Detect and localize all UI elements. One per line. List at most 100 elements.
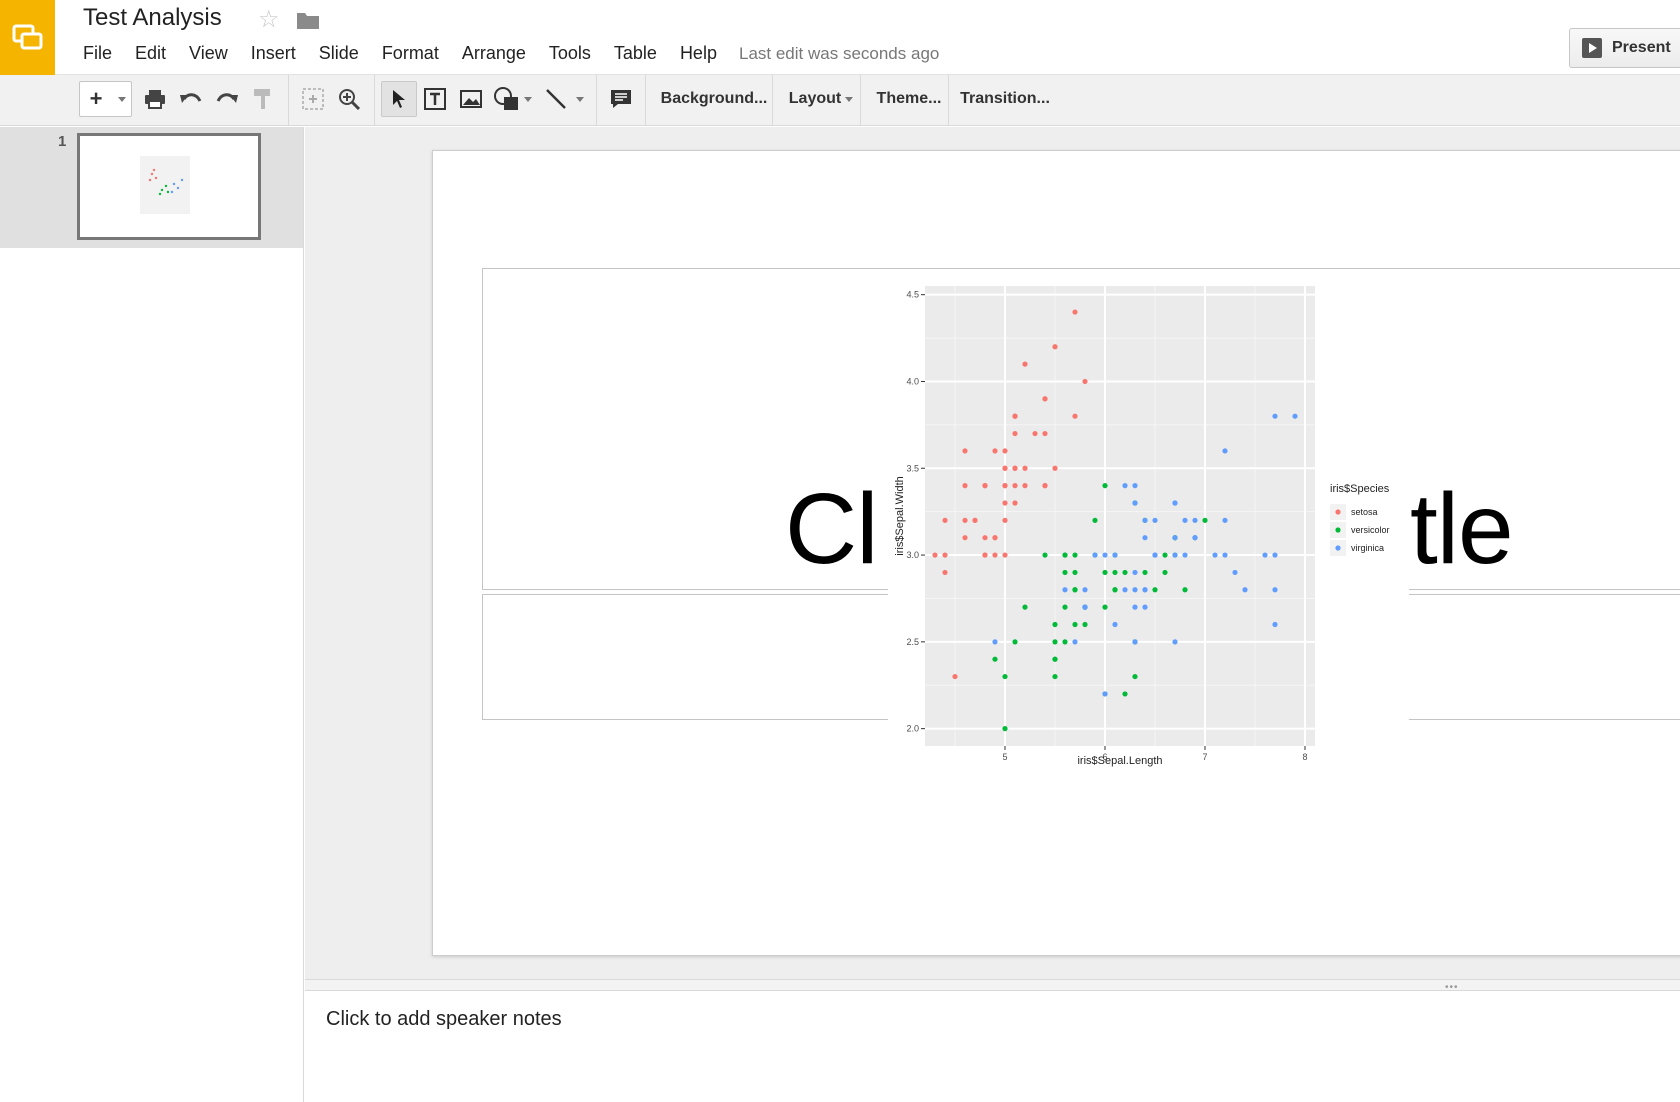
data-point-setosa: [932, 552, 938, 558]
data-point-virginica: [1102, 552, 1108, 558]
theme-button[interactable]: Theme...: [868, 81, 950, 117]
select-cursor-icon[interactable]: [381, 81, 417, 117]
menu-file[interactable]: File: [83, 43, 113, 63]
data-point-setosa: [1022, 465, 1028, 471]
comment-icon[interactable]: [606, 81, 636, 117]
background-button[interactable]: Background...: [652, 81, 776, 117]
fit-zoom-icon[interactable]: [298, 81, 328, 117]
data-point-setosa: [982, 483, 988, 489]
slide-filmstrip: 1: [0, 127, 304, 1102]
text-box-icon[interactable]: [420, 81, 450, 117]
slides-logo-icon[interactable]: [0, 0, 55, 75]
legend-title: iris$Species: [1330, 483, 1390, 495]
chevron-down-icon[interactable]: [522, 81, 534, 117]
shape-icon[interactable]: [490, 81, 522, 117]
play-icon: [1582, 38, 1602, 58]
slide-editor-canvas: Cl tle 5 6 7 8 2.0 2.5 3.0 3.5 4.0 4.5 iris$Sepal…: [305, 127, 1680, 979]
menu-edit[interactable]: Edit: [135, 43, 167, 63]
y-tick-label: 3.0: [906, 550, 919, 560]
thumbnail-plot-preview: [140, 156, 190, 214]
menu-slide[interactable]: Slide: [318, 43, 359, 63]
toolbar-separator: [288, 75, 289, 126]
star-icon[interactable]: ☆: [258, 6, 280, 33]
new-slide-dropdown[interactable]: [112, 81, 132, 117]
data-point-virginica: [1132, 483, 1138, 489]
toolbar-separator: [860, 75, 861, 126]
data-point-virginica: [1132, 604, 1138, 610]
menu-table[interactable]: Table: [613, 43, 657, 63]
data-point-setosa: [962, 483, 968, 489]
data-point-versicolor: [1102, 569, 1108, 576]
slide-number: 1: [58, 133, 67, 150]
data-point-setosa: [1032, 430, 1038, 437]
legend-swatch: [1335, 545, 1341, 551]
data-point-versicolor: [1122, 569, 1128, 576]
menu-insert[interactable]: Insert: [250, 43, 296, 63]
menu-view[interactable]: View: [189, 43, 228, 63]
speaker-notes[interactable]: Click to add speaker notes: [305, 991, 1680, 1102]
redo-icon[interactable]: [213, 81, 241, 117]
data-point-setosa: [982, 535, 988, 541]
data-point-virginica: [1132, 639, 1138, 645]
data-point-versicolor: [1142, 569, 1148, 576]
scatter-plot-image[interactable]: 5 6 7 8 2.0 2.5 3.0 3.5 4.0 4.5 iris$Sepal.Length…: [888, 286, 1409, 796]
data-point-versicolor: [1002, 673, 1008, 680]
image-icon[interactable]: [456, 81, 486, 117]
data-point-setosa: [1002, 483, 1008, 489]
data-point-virginica: [1172, 535, 1178, 541]
data-point-virginica: [1132, 500, 1138, 506]
data-point-versicolor: [1012, 639, 1018, 645]
data-point-versicolor: [1072, 569, 1078, 576]
data-point-versicolor: [1082, 621, 1088, 628]
transition-button[interactable]: Transition...: [956, 81, 1054, 117]
undo-icon[interactable]: [177, 81, 205, 117]
data-point-virginica: [1232, 569, 1238, 576]
last-edit-status[interactable]: Last edit was seconds ago: [739, 44, 940, 63]
data-point-virginica: [1112, 621, 1118, 628]
zoom-icon[interactable]: [334, 81, 364, 117]
data-point-versicolor: [992, 656, 998, 662]
line-icon[interactable]: [541, 81, 571, 117]
layout-label: Layout: [788, 90, 842, 107]
data-point-setosa: [1042, 396, 1048, 402]
document-title[interactable]: Test Analysis: [83, 4, 222, 31]
data-point-virginica: [1192, 535, 1198, 541]
slide[interactable]: Cl tle 5 6 7 8 2.0 2.5 3.0 3.5 4.0 4.5 iris$Sepal…: [432, 150, 1680, 956]
menu-arrange[interactable]: Arrange: [461, 43, 526, 63]
menu-help[interactable]: Help: [679, 43, 717, 63]
data-point-setosa: [1072, 413, 1078, 419]
data-point-versicolor: [1162, 552, 1168, 558]
data-point-versicolor: [1092, 517, 1098, 523]
layout-button[interactable]: Layout: [782, 81, 860, 117]
data-point-virginica: [1272, 413, 1278, 419]
data-point-versicolor: [1152, 587, 1158, 593]
data-point-versicolor: [1122, 691, 1128, 697]
toolbar-separator: [645, 75, 646, 126]
data-point-setosa: [1012, 413, 1018, 419]
menu-tools[interactable]: Tools: [548, 43, 591, 63]
present-button[interactable]: Present: [1569, 28, 1680, 68]
background-label: Background...: [660, 90, 768, 107]
data-point-setosa: [942, 517, 948, 523]
data-point-setosa: [1052, 344, 1058, 350]
data-point-versicolor: [1132, 673, 1138, 680]
data-point-virginica: [1082, 587, 1088, 593]
y-tick-label: 2.5: [906, 637, 919, 647]
legend-label: versicolor: [1351, 525, 1390, 535]
data-point-setosa: [1012, 500, 1018, 506]
folder-icon[interactable]: [296, 10, 320, 35]
slide-thumbnail[interactable]: [77, 133, 261, 240]
data-point-versicolor: [1112, 587, 1118, 593]
data-point-virginica: [1152, 517, 1158, 523]
notes-resize-handle[interactable]: •••: [305, 979, 1680, 993]
data-point-setosa: [962, 517, 968, 523]
filmstrip-slide-1[interactable]: 1: [0, 127, 303, 248]
new-slide-button[interactable]: +: [79, 81, 113, 117]
print-icon[interactable]: [141, 81, 169, 117]
paint-format-icon[interactable]: [249, 81, 277, 117]
data-point-virginica: [1122, 483, 1128, 489]
menu-format[interactable]: Format: [381, 43, 439, 63]
chevron-down-icon[interactable]: [574, 81, 586, 117]
data-point-virginica: [1292, 413, 1298, 419]
data-point-virginica: [1262, 552, 1268, 558]
